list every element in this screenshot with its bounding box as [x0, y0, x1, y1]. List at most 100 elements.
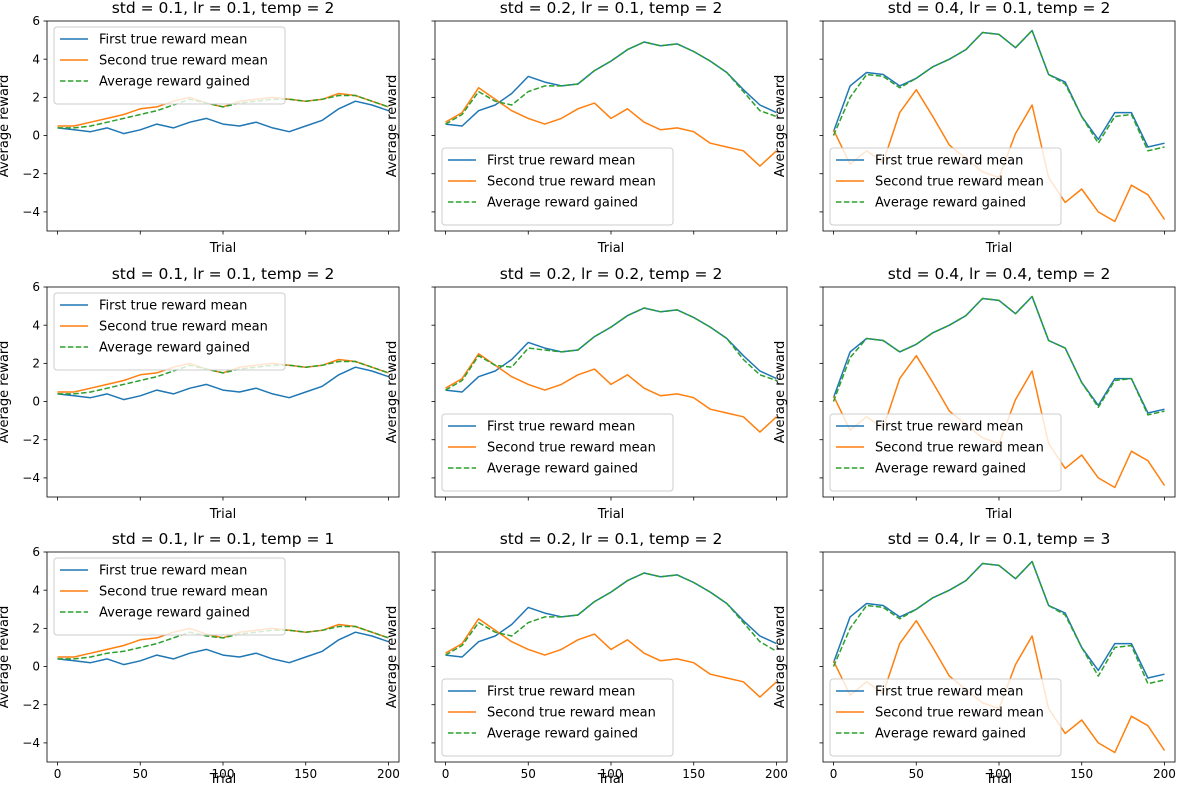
legend-box	[829, 678, 1062, 757]
legend: First true reward mean Second true reward…	[53, 292, 286, 371]
subplot-3: std = 0.4, lr = 0.1, temp = 2 Trial Averag…	[773, 0, 1176, 256]
series-group	[57, 358, 389, 401]
subplot-title: std = 0.4, lr = 0.1, temp = 2	[888, 0, 1111, 17]
x-tick-label: 0	[54, 767, 62, 781]
legend: First true reward mean Second true reward…	[829, 678, 1062, 757]
series-group	[445, 572, 778, 698]
legend-label-1: First true reward mean	[99, 299, 247, 314]
legend-box	[53, 292, 286, 371]
legend-label-3: Average reward gained	[487, 196, 638, 211]
legend: First true reward mean Second true reward…	[441, 413, 674, 492]
y-tick-label: −4	[22, 205, 40, 219]
series-line-3	[445, 307, 777, 391]
subplot-4: −4 −2 0 2 4 6 std = 0.1, lr = 0.1, temp = 2 Tri…	[0, 265, 400, 522]
legend-box	[441, 147, 674, 226]
x-tick-label: 50	[521, 767, 536, 781]
x-tick-label: 150	[682, 767, 705, 781]
x-tick-label: 150	[294, 767, 317, 781]
legend-label-3: Average reward gained	[487, 462, 638, 477]
legend-label-1: First true reward mean	[99, 564, 247, 579]
series-line-2	[445, 353, 778, 433]
y-tick-label: −2	[22, 433, 40, 447]
legend: First true reward mean Second true reward…	[829, 413, 1062, 492]
y-tick-label: 4	[32, 52, 40, 66]
legend-label-1: First true reward mean	[875, 420, 1023, 435]
legend-label-2: Second true reward mean	[487, 441, 656, 456]
legend-box	[829, 147, 1062, 226]
x-axis-label: Trial	[985, 772, 1013, 787]
series-line-3	[832, 295, 1165, 416]
legend-box	[441, 678, 674, 757]
x-tick-label: 0	[442, 767, 450, 781]
subplot-title: std = 0.2, lr = 0.2, temp = 2	[500, 265, 723, 283]
x-tick-label: 200	[1153, 767, 1176, 781]
y-axis-label: Average reward	[773, 606, 788, 709]
legend: First true reward mean Second true reward…	[441, 678, 674, 757]
y-tick-label: 6	[32, 14, 40, 28]
legend-box	[441, 413, 674, 492]
y-axis-label: Average reward	[385, 75, 400, 178]
legend-label-2: Second true reward mean	[99, 54, 268, 69]
x-tick-label: 50	[133, 767, 148, 781]
subplot-1: −4 −2 0 2 4 6 std = 0.1, lr = 0.1, temp = 2 Tri…	[0, 0, 400, 256]
series-group	[57, 92, 389, 135]
legend-label-2: Second true reward mean	[99, 585, 268, 600]
series-line-1	[57, 366, 389, 401]
x-tick-label: 100	[600, 767, 623, 781]
x-tick-label: 200	[765, 767, 788, 781]
legend-label-2: Second true reward mean	[875, 175, 1044, 190]
legend-label-3: Average reward gained	[99, 75, 250, 90]
y-axis-label: Average reward	[385, 606, 400, 709]
legend-label-3: Average reward gained	[875, 462, 1026, 477]
legend-label-3: Average reward gained	[875, 727, 1026, 742]
y-tick-label: −4	[22, 736, 40, 750]
series-line-1	[57, 100, 389, 135]
x-axis-label: Trial	[597, 772, 625, 787]
x-axis-label: Trial	[209, 772, 237, 787]
series-line-3	[57, 625, 389, 660]
x-tick-label: 100	[212, 767, 235, 781]
series-line-3	[832, 560, 1165, 685]
legend-label-2: Second true reward mean	[875, 441, 1044, 456]
y-tick-label: 0	[32, 129, 40, 143]
y-tick-label: 2	[32, 91, 40, 105]
y-tick-label: 2	[32, 622, 40, 636]
subplot-title: std = 0.4, lr = 0.4, temp = 2	[888, 265, 1111, 283]
legend-label-1: First true reward mean	[99, 33, 247, 48]
y-axis-label: Average reward	[385, 341, 400, 444]
y-tick-label: 4	[32, 583, 40, 597]
legend-label-3: Average reward gained	[487, 727, 638, 742]
x-tick-label: 0	[830, 767, 838, 781]
y-axis-label: Average reward	[773, 75, 788, 178]
y-tick-label: 6	[32, 280, 40, 294]
series-line-3	[57, 94, 389, 129]
legend-label-2: Second true reward mean	[487, 175, 656, 190]
series-group	[57, 623, 389, 666]
legend-label-1: First true reward mean	[487, 154, 635, 169]
subplot-6: std = 0.4, lr = 0.4, temp = 2 Trial Averag…	[773, 265, 1176, 522]
x-tick-label: 50	[909, 767, 924, 781]
series-line-3	[445, 572, 777, 656]
x-axis-label: Trial	[985, 507, 1013, 522]
series-group	[445, 307, 778, 433]
subplot-9: 0 50 100 150 200 std = 0.4, lr = 0.1, temp = …	[773, 530, 1176, 787]
subplot-title: std = 0.1, lr = 0.1, temp = 2	[112, 0, 335, 17]
x-axis-label: Trial	[597, 241, 625, 256]
y-axis-label: Average reward	[0, 341, 12, 444]
legend: First true reward mean Second true reward…	[441, 147, 674, 226]
legend: First true reward mean Second true reward…	[53, 26, 286, 105]
series-line-3	[832, 29, 1165, 152]
legend-box	[53, 26, 286, 105]
x-tick-label: 100	[988, 767, 1011, 781]
legend-label-2: Second true reward mean	[99, 320, 268, 335]
x-tick-label: 200	[377, 767, 400, 781]
subplot-title: std = 0.4, lr = 0.1, temp = 3	[888, 530, 1111, 548]
legend: First true reward mean Second true reward…	[53, 557, 286, 636]
subplot-2: std = 0.2, lr = 0.1, temp = 2 Trial Averag…	[385, 0, 788, 256]
y-axis-label: Average reward	[773, 341, 788, 444]
subplot-7: 0 50 100 150 200 −4 −2 0 2 4 6 std = 0.1, lr = 0.1,…	[0, 530, 400, 787]
legend-label-1: First true reward mean	[875, 154, 1023, 169]
y-tick-label: −4	[22, 471, 40, 485]
subplot-title: std = 0.2, lr = 0.1, temp = 2	[500, 530, 723, 548]
